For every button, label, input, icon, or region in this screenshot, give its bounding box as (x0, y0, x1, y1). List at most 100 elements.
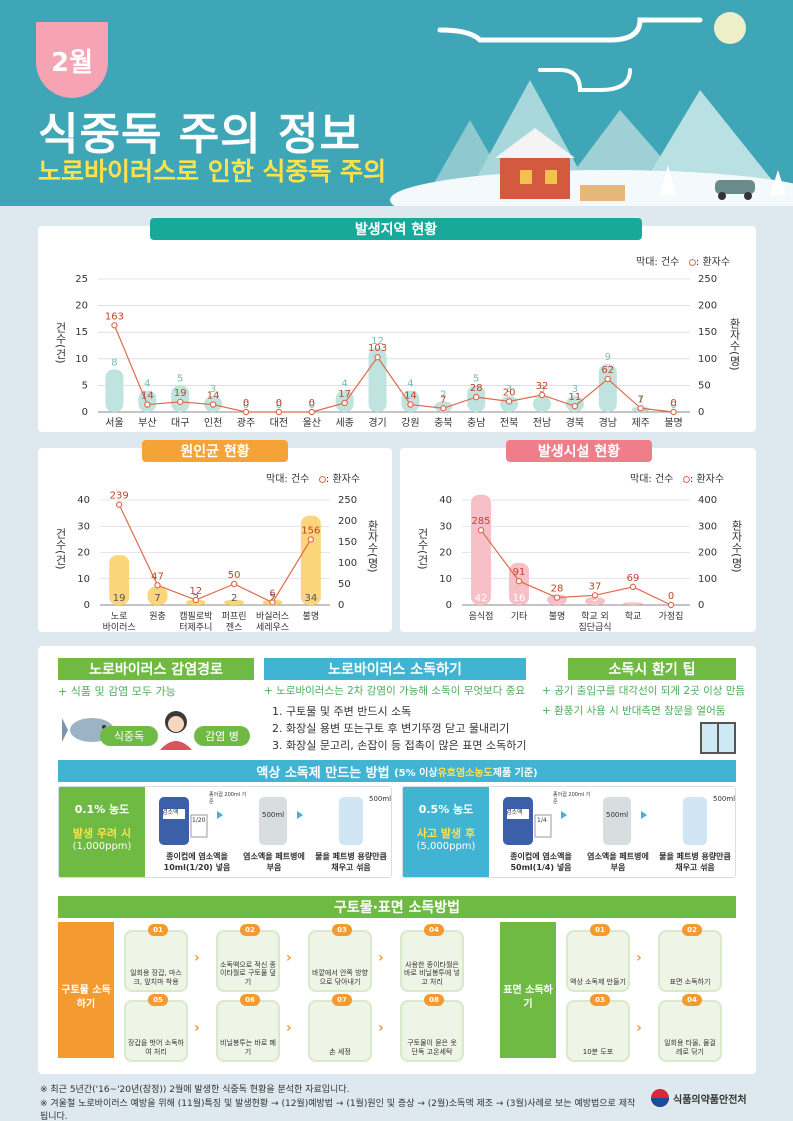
cause-ylabel-left: 건수(건) (54, 528, 67, 570)
step2-b: 염소액을 페트병에 부음 (587, 852, 649, 872)
conc-a: 0.1% 농도 (74, 803, 130, 816)
region-chart-card: 발생지역 현황 막대: 건수 : 환자수 건수(건) 환자수(명) 0 5 10 15… (38, 218, 756, 432)
y-tick-label: 10 (439, 574, 452, 585)
patient-line (480, 529, 672, 606)
cause-ylabel-right: 환자수(명) (366, 520, 379, 573)
y2-tick-label: 50 (338, 579, 351, 590)
patient-value-label: 12 (189, 586, 202, 597)
bar-value-label: 9 (605, 352, 611, 363)
bar-value-label: 3 (506, 384, 512, 395)
patient-point (111, 322, 118, 329)
bar-value-label: 3 (539, 384, 545, 395)
patient-point (230, 580, 238, 588)
patient-value-label: 156 (301, 525, 320, 536)
mixing-illustration-a (159, 797, 363, 845)
y-tick-label: 5 (82, 380, 88, 391)
route-title: 노로바이러스 감염경로 (58, 658, 254, 680)
bar-value-label: 2 (231, 593, 237, 604)
bar-value-label: 8 (111, 357, 117, 368)
x-tick-label: 대전 (270, 417, 288, 429)
concentration-panel-b: 0.5% 농도 사고 발생 후 (5,000ppm) 염소액 1/4 종이컵 2… (402, 786, 736, 878)
y-tick-label: 20 (77, 548, 90, 559)
x-tick-label: 경기 (368, 416, 386, 429)
patient-value-label: 32 (536, 381, 549, 392)
bar-value-label: 0 (309, 400, 315, 411)
step-card: 01 액상 소독제 만들기 (566, 924, 630, 992)
x-tick-label: 바이러스 (103, 622, 136, 632)
patient-value-label: 0 (670, 398, 676, 409)
patient-value-label: 17 (338, 389, 351, 400)
step-caption: 표면 소독하기 (669, 977, 711, 986)
bar (533, 396, 551, 412)
y-tick-label: 20 (439, 548, 452, 559)
x-tick-label: 제주 (631, 417, 649, 429)
prevention-card: 노로바이러스 감염경로 + 식품 및 감염 모두 가능 식중독 감염 병 노로바… (38, 646, 756, 1074)
step3-b: 물을 페트병 용량만큼 채우고 섞음 (659, 852, 731, 872)
chevron-right-icon: › (636, 950, 642, 966)
facility-ylabel-left: 건수(건) (416, 528, 429, 570)
patient-value-label: 0 (309, 398, 315, 409)
step-card: 02 소독액으로 적신 종이타월로 구토물 덮기 (216, 924, 280, 992)
step-number: 07 (332, 994, 352, 1006)
patient-point (553, 594, 561, 601)
facility-chart-title: 발생시설 현황 (506, 440, 652, 462)
bar-value-label: 1 (630, 593, 636, 604)
y2-tick-label: 400 (698, 495, 717, 506)
ppm-a: (1,000ppm) (72, 841, 132, 852)
x-tick-label: 경남 (599, 416, 617, 429)
foodborne-tag: 식중독 (100, 726, 158, 746)
ppm-b: (5,000ppm) (416, 841, 476, 852)
x-tick-label: 노로 (111, 611, 128, 622)
facility-chart-card: 발생시설 현황 막대: 건수 : 환자수 건수(건) 환자수(명) 0 10 20 3… (400, 440, 756, 632)
liquid-title-note: (5% 이상 (394, 767, 438, 779)
facility-chart: 0102030400100200300400음식점42기타16불명4학교 외집단… (439, 494, 717, 632)
x-tick-label: 불명 (664, 417, 682, 429)
page-subtitle: 노로바이러스로 인한 식중독 주의 (38, 157, 387, 186)
bar (147, 586, 168, 605)
cause-legend: 막대: 건수 : 환자수 (266, 470, 360, 485)
bar-value-label: 16 (513, 593, 526, 604)
ml-b2: 500ml (713, 795, 736, 803)
bar-value-label: 19 (113, 593, 126, 604)
cause-legend-line: : 환자수 (325, 474, 361, 485)
region-legend-line: : 환자수 (695, 257, 731, 268)
concentration-badge-b: 0.5% 농도 사고 발생 후 (5,000ppm) (403, 787, 489, 877)
government-emblem-icon (651, 1089, 669, 1107)
patient-value-label: 28 (470, 383, 483, 394)
step3-a: 물을 페트병 용량만큼 채우고 섞음 (315, 852, 387, 872)
step-number: 02 (682, 924, 702, 936)
x-tick-label: 전북 (500, 417, 518, 429)
disinfect-item1: 1. 구토물 및 주변 반드시 소독 (272, 705, 412, 718)
mixing-illustration-b (503, 797, 707, 845)
patient-dot-icon (688, 258, 696, 266)
conc-b: 0.5% 농도 (418, 803, 474, 816)
y2-tick-label: 0 (698, 600, 704, 611)
y-tick-label: 30 (77, 521, 90, 532)
x-tick-label: 캠필로박 (179, 610, 212, 622)
y-tick-label: 0 (82, 407, 88, 418)
step-caption: 비닐봉투는 바로 폐기 (220, 1039, 276, 1056)
patient-point (571, 402, 579, 410)
step-number: 08 (424, 994, 444, 1006)
y2-tick-label: 150 (698, 327, 717, 338)
bar-value-label: 1 (637, 395, 643, 406)
step-number: 01 (148, 924, 168, 936)
step-number: 04 (424, 924, 444, 936)
step-number: 03 (332, 924, 352, 936)
header-banner: 2월 식중독 주의 정보 노로바이러스로 인한 식중독 주의 (0, 0, 793, 206)
patient-point (538, 391, 546, 399)
bar-value-label: 3 (592, 593, 598, 604)
x-tick-label: 서울 (105, 417, 123, 429)
patient-point (591, 592, 599, 599)
concentration-badge-a: 0.1% 농도 발생 우려 시 (1,000ppm) (59, 787, 145, 877)
disinfect-item3: 3. 화장실 문고리, 손잡이 등 접촉이 많은 표면 소독하기 (272, 739, 527, 752)
y-tick-label: 0 (84, 600, 90, 611)
patient-point (209, 401, 217, 408)
x-tick-label: 집단급식 (578, 621, 611, 632)
patient-point (407, 401, 414, 408)
step-caption: 장갑을 벗어 소독하여 처리 (128, 1039, 184, 1056)
footer-note1: ※ 최근 5년간('16~'20년(잠정)) 2월에 발생한 식중독 현황을 분… (40, 1085, 350, 1095)
disinfect-item2: 2. 화장실 용변 또는구토 후 변기뚜껑 닫고 물내리기 (272, 722, 510, 735)
infection-tag: 감염 병 (194, 726, 250, 746)
y-tick-label: 0 (446, 600, 452, 611)
